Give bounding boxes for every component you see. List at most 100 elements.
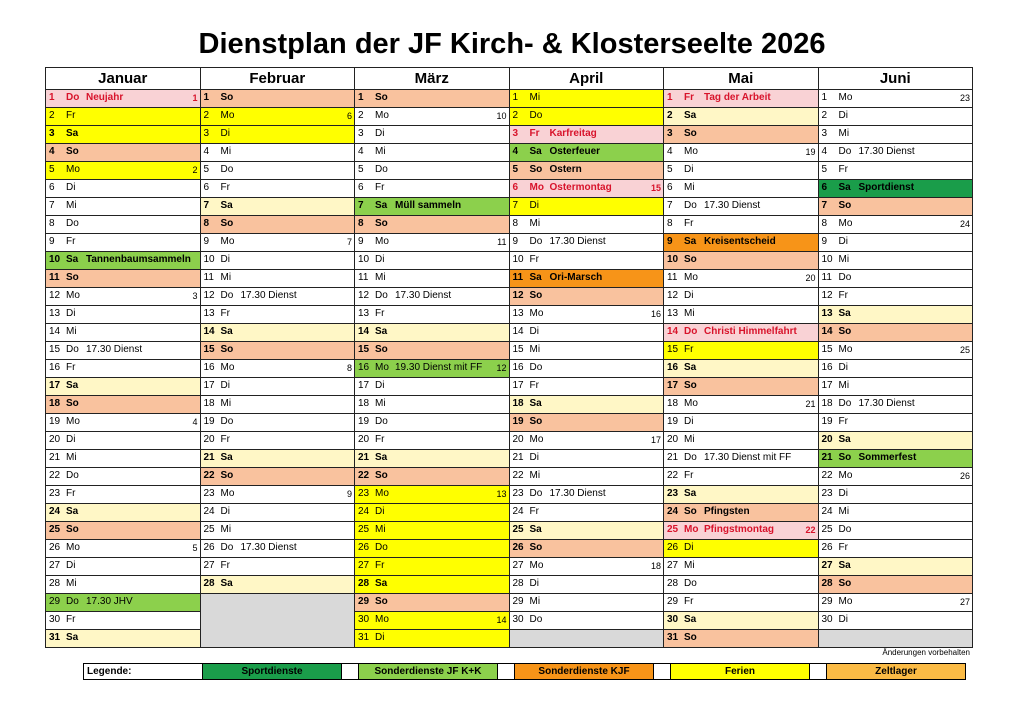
day-number: 8 — [667, 218, 673, 229]
calendar-row: 29 Do 17.30 JHV 29 So 29 Mi 29 Fr 29 Mo 27 — [45, 593, 973, 612]
day-cell: 20 Fr — [199, 431, 355, 450]
week-number: 25 — [959, 345, 970, 355]
weekday: Mi — [220, 524, 232, 535]
weekday: Mi — [220, 146, 232, 157]
day-cell: 28 Sa — [354, 575, 510, 594]
day-cell: 8 So — [199, 215, 355, 234]
day-cell: 24 Fr — [508, 503, 664, 522]
month-header: Januar — [45, 67, 201, 90]
day-cell: 9 Do 17.30 Dienst — [508, 233, 664, 252]
weekday: Fr — [66, 488, 76, 499]
week-number: 19 — [805, 147, 816, 157]
day-entry: 26 Do 17.30 Dienst — [201, 541, 354, 557]
weekday: Mo — [66, 164, 80, 175]
calendar-row: 15 Do 17.30 Dienst 15 So 15 So 15 Mi 15 Fr 15 Mo 25 — [45, 341, 973, 360]
day-cell: 1 Do Neujahr 1 — [45, 89, 201, 108]
day-cell: 23 Fr — [45, 485, 201, 504]
legend-label: Legende: — [83, 663, 203, 680]
day-entry: 12 Do 17.30 Dienst — [201, 289, 354, 305]
day-entry: 6 Mo Ostermontag 15 — [510, 181, 663, 197]
weekday: Mi — [684, 434, 695, 445]
day-cell: 21 So Sommerfest — [817, 449, 973, 468]
day-entry: 21 Sa — [355, 451, 508, 467]
day-number: 2 — [358, 110, 364, 121]
day-cell: 14 Di — [508, 323, 664, 342]
day-cell: 21 Sa — [199, 449, 355, 468]
day-cell: 12 Do 17.30 Dienst — [354, 287, 510, 306]
weekday: Fr — [220, 434, 230, 445]
weekday: So — [220, 218, 234, 229]
day-number: 2 — [821, 110, 828, 121]
weekday: Mo — [838, 470, 853, 481]
weekday: Di — [838, 488, 848, 499]
day-number: 7 — [203, 200, 210, 211]
calendar-row: 11 So 11 Mi 11 Mi 11 Sa Ori-Marsch 11 Mo 20 11 Do — [45, 269, 973, 288]
day-entry: 10 Fr — [510, 253, 663, 269]
day-entry: 1 Mo 23 — [819, 91, 972, 107]
day-cell: 10 Di — [354, 251, 510, 270]
weekday: Do — [529, 110, 543, 121]
day-cell: 2 Mo 6 — [199, 107, 355, 126]
day-cell: 11 Mi — [199, 269, 355, 288]
day-cell: 17 So — [663, 377, 819, 396]
day-cell: 3 Sa — [45, 125, 201, 144]
day-number: 4 — [667, 146, 673, 157]
day-entry: 5 So Ostern — [510, 163, 663, 179]
day-entry: 11 Mi — [355, 271, 508, 287]
weekday: Di — [684, 416, 694, 427]
day-cell: 14 Sa — [354, 323, 510, 342]
calendar-row: 3 Sa 3 Di 3 Di 3 Fr Karfreitag 3 So 3 Mi — [45, 125, 973, 144]
day-number: 15 — [512, 344, 524, 355]
day-cell: 1 So — [199, 89, 355, 108]
day-cell: 25 So — [45, 521, 201, 540]
weekday: Di — [66, 308, 76, 319]
weekday: Di — [529, 452, 539, 463]
day-number: 6 — [512, 182, 519, 193]
day-entry: 4 So — [46, 145, 199, 161]
day-cell: 28 Mi — [45, 575, 201, 594]
day-number: 23 — [358, 488, 370, 499]
day-number: 19 — [49, 416, 61, 427]
day-entry: 10 Sa Tannenbaumsammeln — [46, 253, 199, 269]
day-number: 28 — [203, 578, 215, 589]
day-entry: 24 Mi — [819, 505, 972, 521]
day-number: 26 — [358, 542, 370, 553]
weekday: Sa — [375, 452, 388, 463]
day-entry: 11 Do — [819, 271, 972, 287]
day-number: 5 — [49, 164, 55, 175]
calendar-row: 7 Mi 7 Sa 7 Sa Müll sammeln 7 Di 7 Do 17.30 Dienst 7… — [45, 197, 973, 216]
day-cell: 31 So — [663, 629, 819, 648]
day-entry: 31 Sa — [46, 631, 199, 647]
calendar-row: 23 Fr 23 Mo 9 23 Mo 13 23 Do 17.30 Dienst 23 Sa 23 Di — [45, 485, 973, 504]
day-number: 24 — [512, 506, 524, 517]
day-entry: 9 Fr — [46, 235, 199, 251]
day-number: 2 — [667, 110, 673, 121]
day-cell: 3 Fr Karfreitag — [508, 125, 664, 144]
day-number: 6 — [358, 182, 364, 193]
day-number: 12 — [203, 290, 215, 301]
day-cell: 1 Mi — [508, 89, 664, 108]
day-number: 19 — [512, 416, 524, 427]
weekday: Mi — [838, 128, 850, 139]
day-entry: 31 So — [664, 631, 817, 647]
weekday: Mi — [220, 272, 232, 283]
weekday: Do — [375, 164, 388, 175]
day-cell: 5 Di — [663, 161, 819, 180]
day-number: 2 — [49, 110, 55, 121]
weekday: Mi — [684, 308, 695, 319]
weekday: Di — [838, 236, 848, 247]
weekday: Fr — [684, 470, 694, 481]
day-entry: 5 Mo 2 — [46, 163, 199, 179]
weekday: Sa — [838, 308, 851, 319]
day-cell: 23 Sa — [663, 485, 819, 504]
day-cell: 25 Mi — [354, 521, 510, 540]
day-cell: 5 Do — [199, 161, 355, 180]
day-entry: 1 Mi — [510, 91, 663, 107]
weekday: Mo — [684, 272, 698, 283]
day-cell: 27 Mi — [663, 557, 819, 576]
day-cell: 19 Mo 4 — [45, 413, 201, 432]
day-number: 8 — [49, 218, 55, 229]
calendar-row: 12 Mo 3 12 Do 17.30 Dienst 12 Do 17.30 Dienst 12 S… — [45, 287, 973, 306]
day-number: 28 — [512, 578, 524, 589]
day-entry: 5 Fr — [819, 163, 972, 179]
